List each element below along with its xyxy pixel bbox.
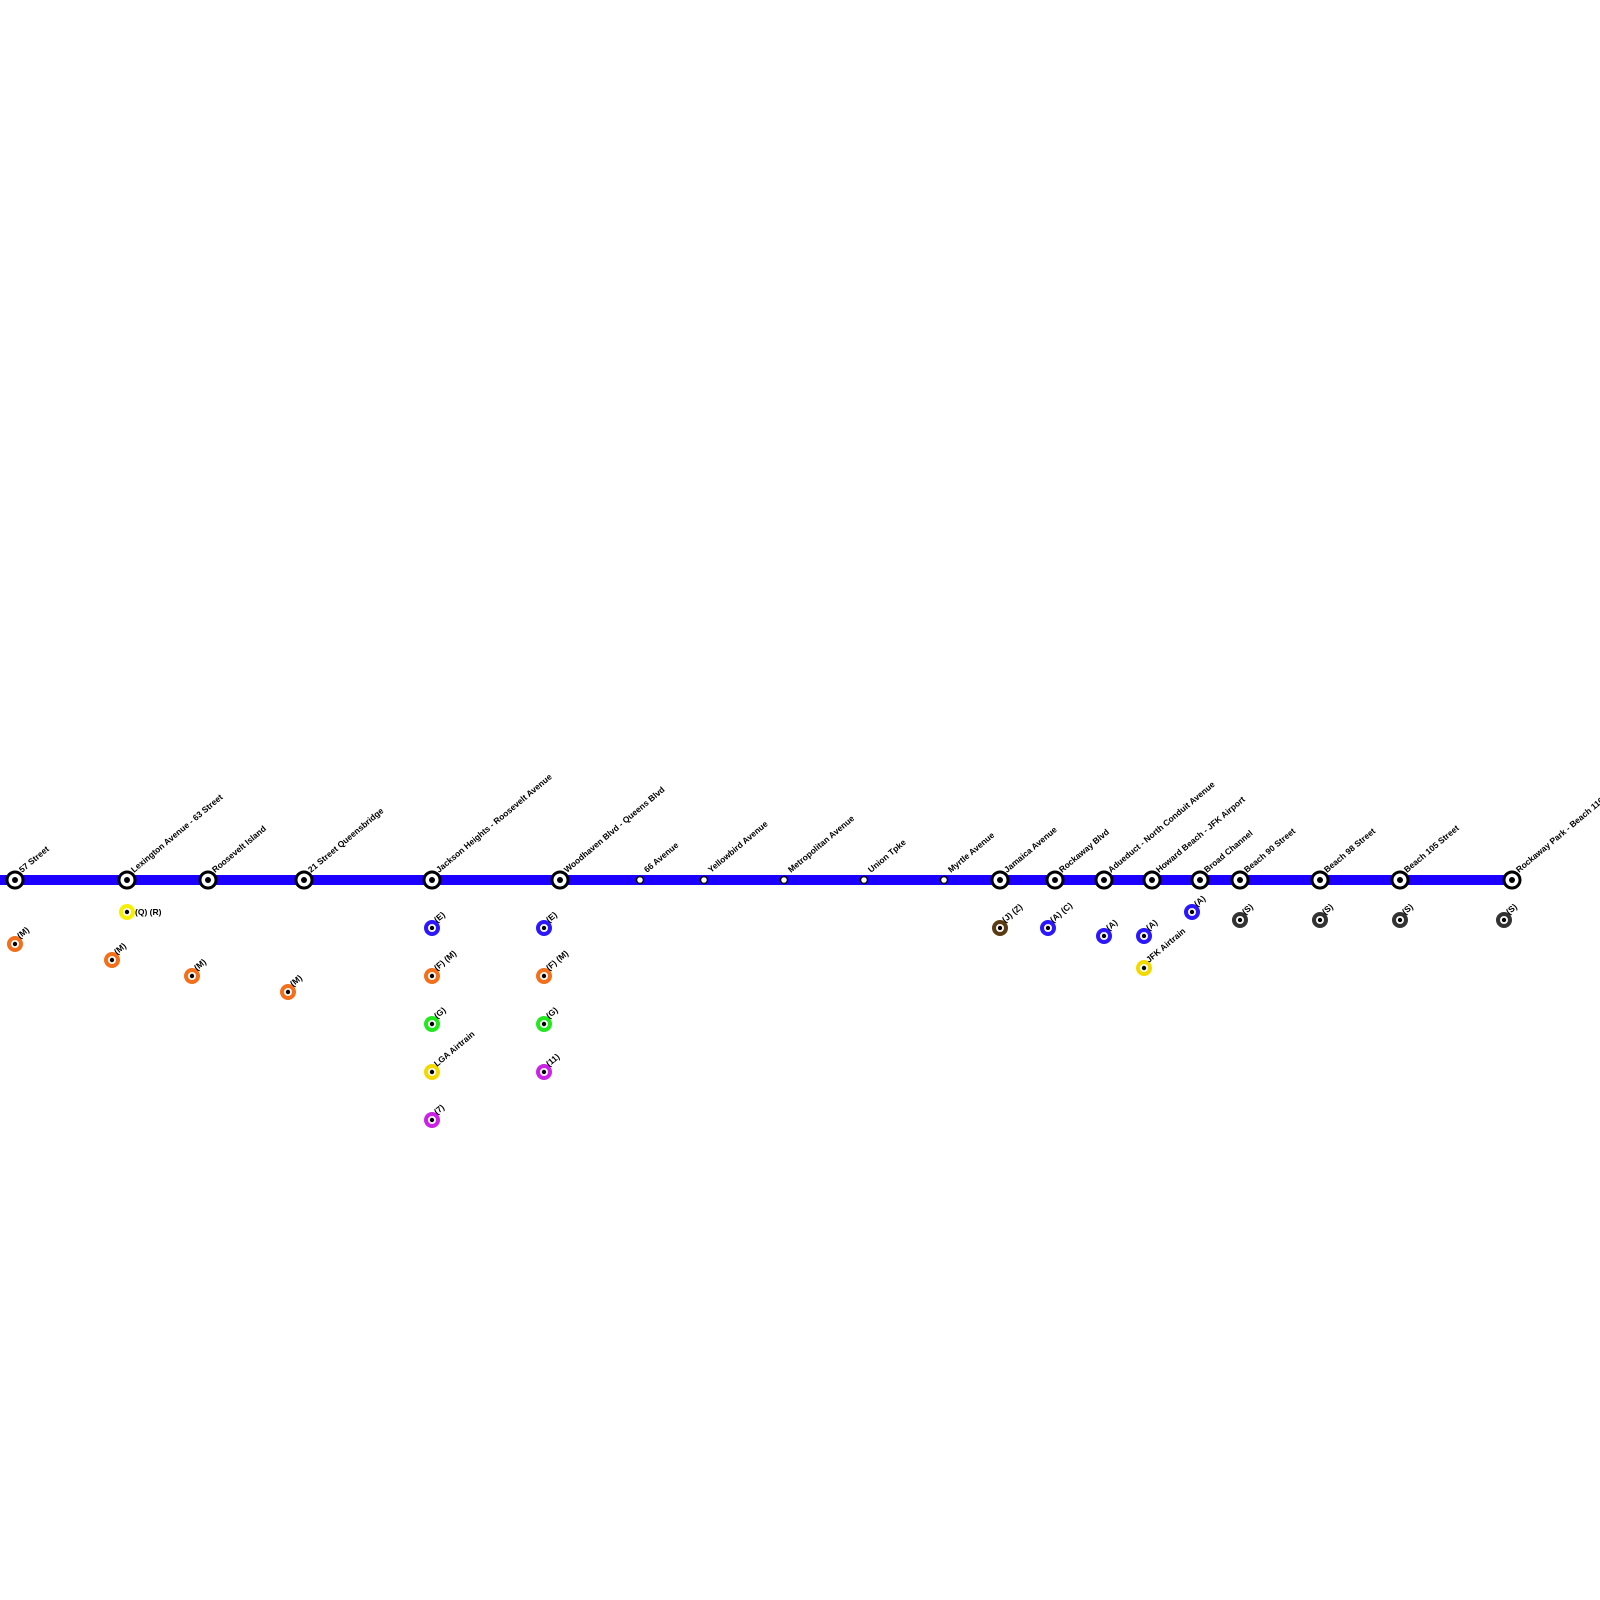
connection-3-marker-core <box>189 973 195 979</box>
station-0-marker-core <box>12 877 18 883</box>
connection-14-marker-core <box>997 925 1003 931</box>
connection-11-label: (F) (M) <box>544 948 570 972</box>
connection-13-marker-core <box>541 1069 547 1075</box>
station-12-label: Rockaway Blvd <box>1057 827 1111 875</box>
station-7-label: Yellowbird Avenue <box>706 819 770 875</box>
station-8-label: Metropolitan Avenue <box>786 813 857 874</box>
connection-1-label: (Q) (R) <box>135 907 162 917</box>
station-2-label: Roosevelt Island <box>210 823 268 874</box>
connection-18-marker-core <box>1141 965 1147 971</box>
connection-20-marker-core <box>1237 917 1243 923</box>
connection-16-marker-core <box>1101 933 1107 939</box>
station-10-label: Myrtle Avenue <box>946 830 997 875</box>
connection-14-label: (J) (Z) <box>1000 902 1025 925</box>
station-16-marker-core <box>1237 877 1243 883</box>
connection-8-label: LGA Airtrain <box>432 1029 477 1069</box>
connection-5-marker-core <box>429 925 435 931</box>
station-3-marker-core <box>301 877 307 883</box>
station-11-label: Jamaica Avenue <box>1002 824 1059 874</box>
station-5-marker-core <box>557 877 563 883</box>
connection-9-marker-core <box>429 1117 435 1123</box>
station-4-label: Jackson Heights - Roosevelt Avenue <box>434 771 554 874</box>
connection-1-marker-core <box>124 909 130 915</box>
connection-8-marker-core <box>429 1069 435 1075</box>
connection-7-marker-core <box>429 1021 435 1027</box>
station-18-marker-core <box>1397 877 1403 883</box>
station-4-marker-core <box>429 877 435 883</box>
station-7-marker[interactable] <box>699 875 709 885</box>
station-17-label: Beach 98 Street <box>1322 826 1377 875</box>
station-19-label: Rockaway Park - Beach 116 Street <box>1514 778 1600 874</box>
station-6-label: 66 Avenue <box>642 840 681 875</box>
connection-17-marker-core <box>1141 933 1147 939</box>
connection-15-marker-core <box>1045 925 1051 931</box>
connection-21-marker-core <box>1317 917 1323 923</box>
connection-22-marker-core <box>1397 917 1403 923</box>
connection-6-marker-core <box>429 973 435 979</box>
station-15-marker-core <box>1197 877 1203 883</box>
connection-10-marker-core <box>541 925 547 931</box>
station-14-marker-core <box>1149 877 1155 883</box>
station-17-marker-core <box>1317 877 1323 883</box>
connection-6-label: (F) (M) <box>432 948 458 972</box>
connection-4-marker-core <box>285 989 291 995</box>
station-6-marker[interactable] <box>635 875 645 885</box>
station-3-label: 21 Street Queensbridge <box>306 805 386 874</box>
station-11-marker-core <box>997 877 1003 883</box>
connection-19-marker-core <box>1189 909 1195 915</box>
station-9-marker[interactable] <box>859 875 869 885</box>
station-14-label: Howard Beach - JFK Airport <box>1154 794 1247 874</box>
connection-0-marker-core <box>12 941 18 947</box>
station-8-marker[interactable] <box>779 875 789 885</box>
station-1-label: Lexington Avenue - 63 Street <box>129 792 225 875</box>
station-13-marker-core <box>1101 877 1107 883</box>
station-0-label: 57 Street <box>17 844 51 875</box>
station-1-marker-core <box>124 877 130 883</box>
connection-15-label: (A) (C) <box>1048 900 1074 924</box>
station-18-label: Beach 105 Street <box>1402 823 1461 875</box>
station-10-marker[interactable] <box>939 875 949 885</box>
station-12-marker-core <box>1052 877 1058 883</box>
connection-12-marker-core <box>541 1021 547 1027</box>
station-19-marker-core <box>1509 877 1515 883</box>
connection-23-marker-core <box>1501 917 1507 923</box>
connection-11-marker-core <box>541 973 547 979</box>
station-2-marker-core <box>205 877 211 883</box>
connection-2-marker-core <box>109 957 115 963</box>
station-9-label: Union Tpke <box>866 837 908 875</box>
